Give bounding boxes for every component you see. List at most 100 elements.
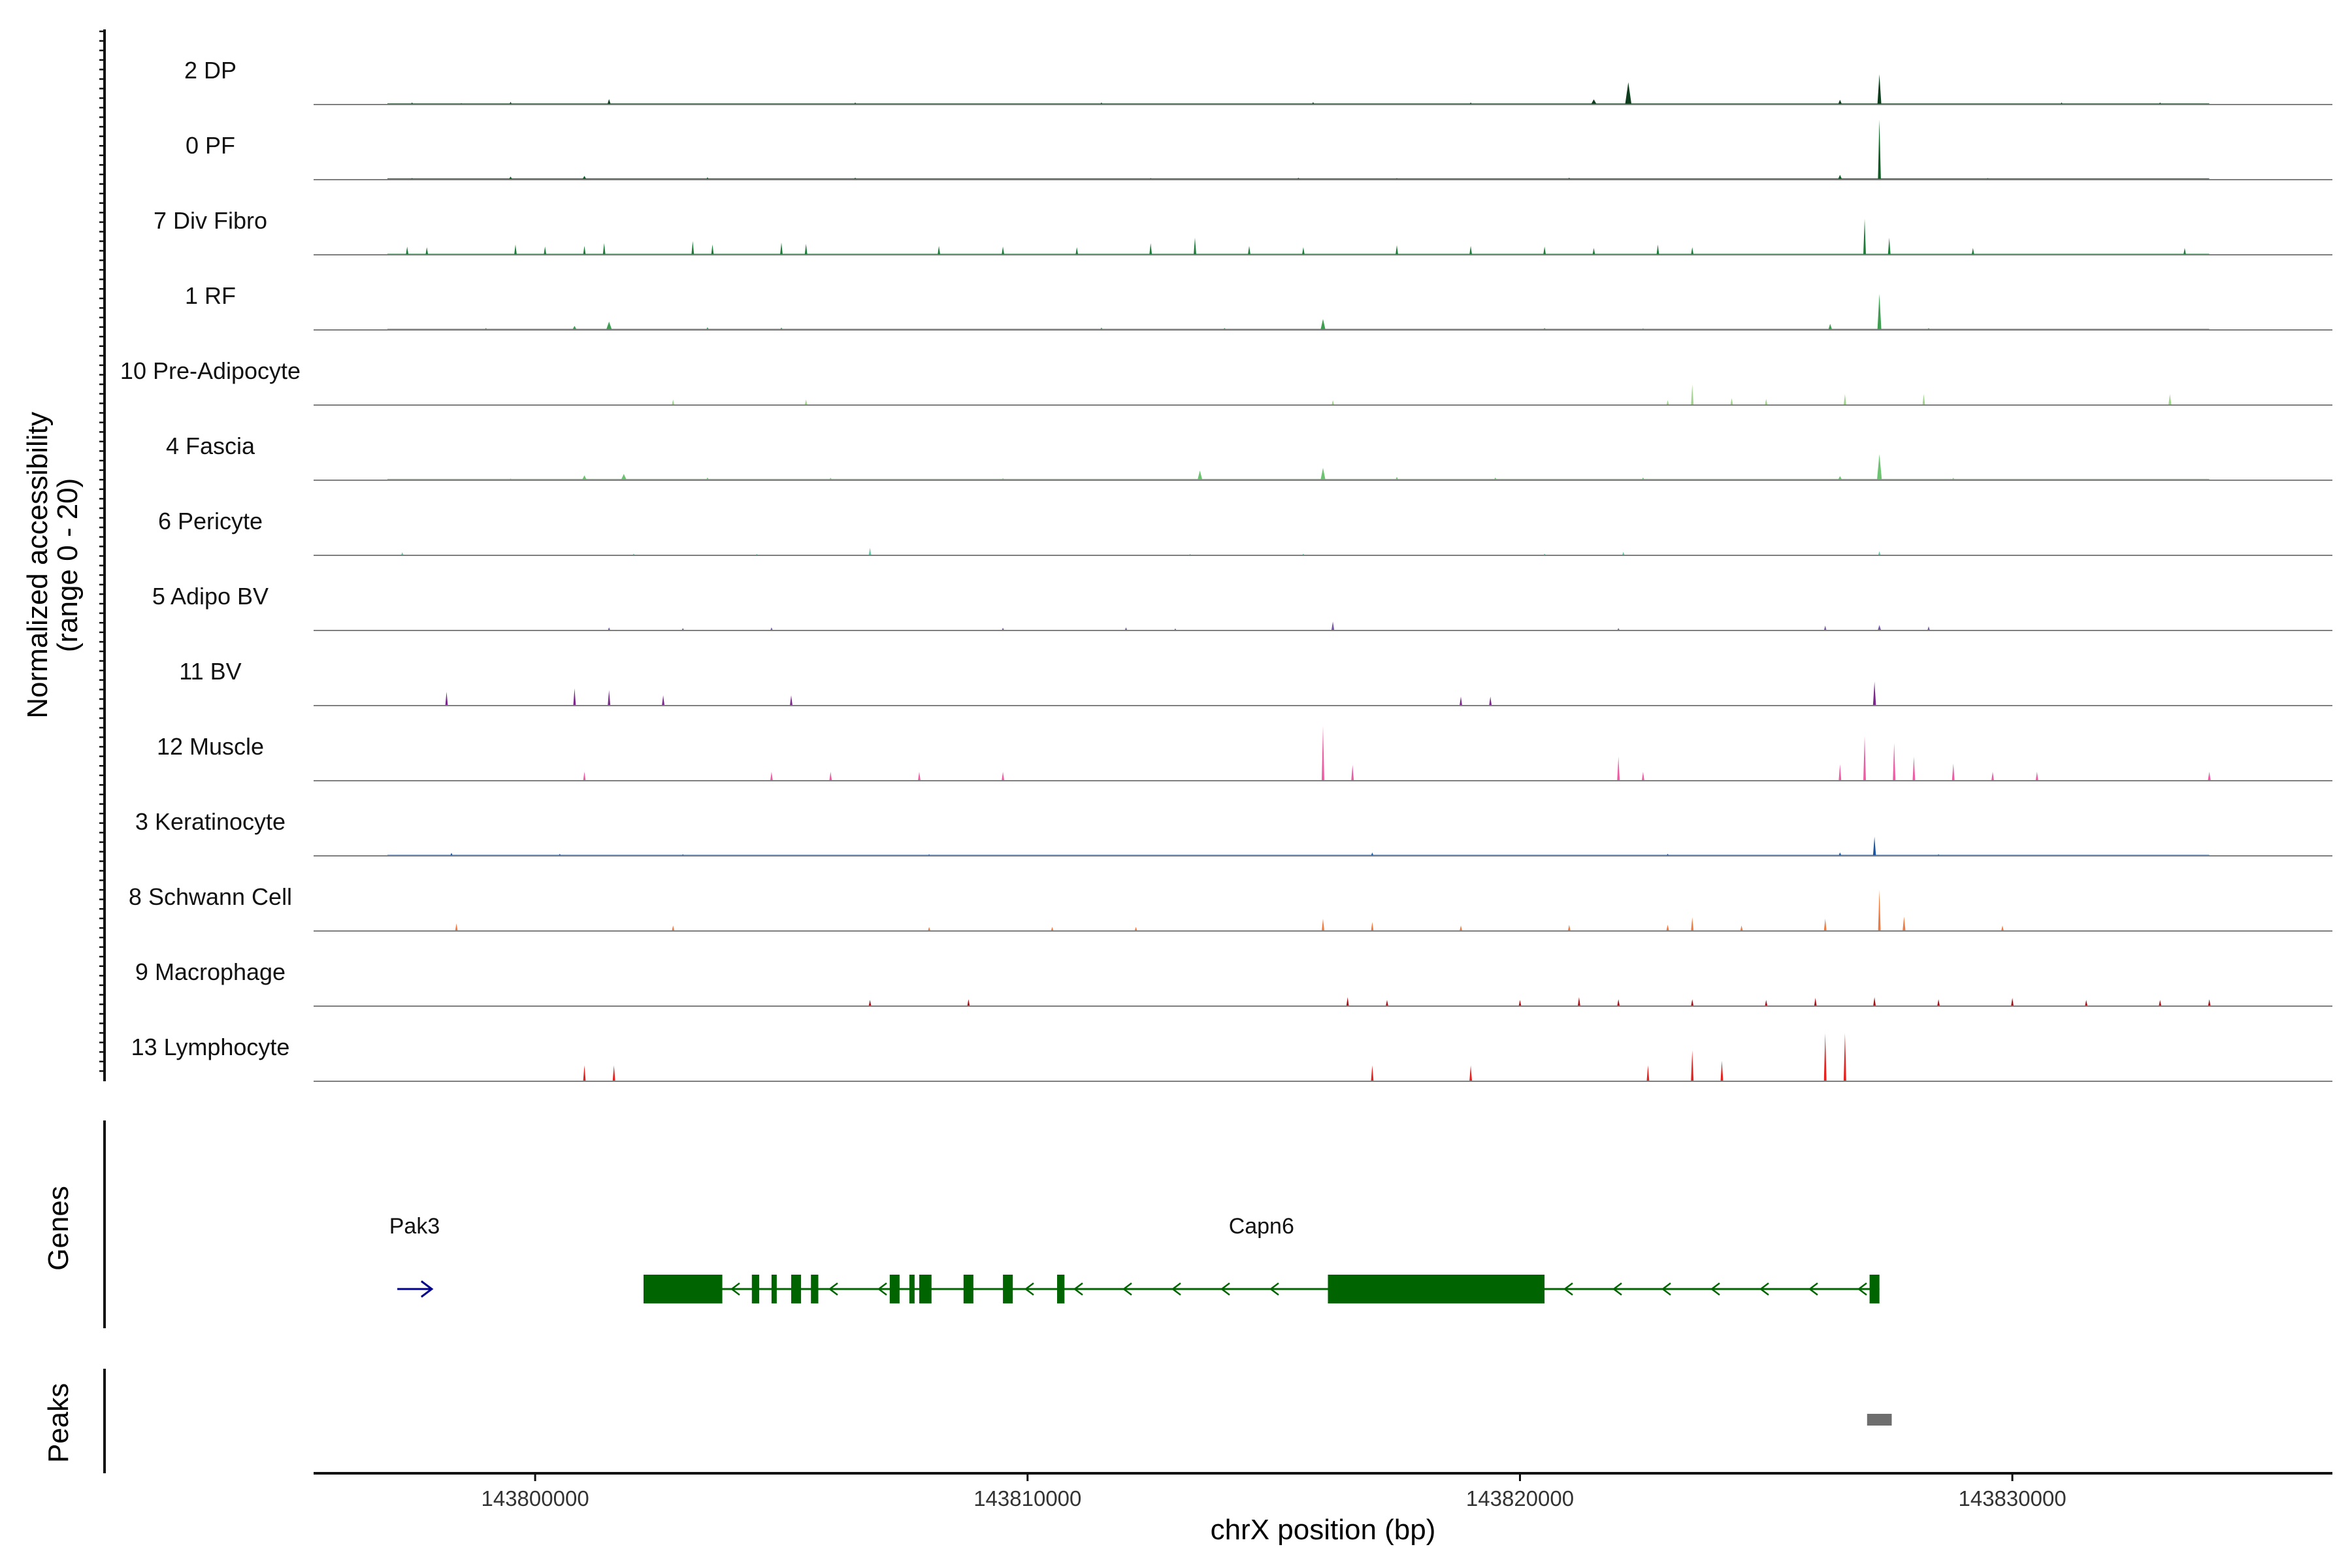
track-1: 2 DP	[184, 57, 2332, 105]
gene-strand-chevron	[1073, 1282, 1083, 1296]
coverage-peak	[406, 246, 409, 255]
coverage-peak	[1543, 246, 1546, 255]
coverage-peak	[1331, 621, 1335, 630]
track-label: 5 Adipo BV	[152, 583, 269, 610]
coverage-peak	[1838, 476, 1842, 480]
coverage-peak	[1691, 917, 1694, 931]
gene-exon	[909, 1275, 915, 1303]
track-label: 1 RF	[185, 282, 236, 309]
coverage-peak	[1691, 999, 1694, 1006]
coverage-peak	[672, 925, 675, 931]
coverage-peak	[1691, 1050, 1694, 1081]
coverage-peak	[2035, 772, 2038, 781]
coverage-peak	[1838, 764, 1842, 781]
track-label: 2 DP	[184, 57, 237, 84]
gene-strand-chevron	[1661, 1282, 1671, 1296]
coverage-peak	[2085, 1000, 2088, 1006]
coverage-peak	[1320, 468, 1326, 480]
coverage-peak	[573, 688, 576, 706]
gene-strand-chevron	[1710, 1282, 1720, 1296]
coverage-peak	[606, 321, 612, 330]
gene-exon	[791, 1275, 802, 1303]
gene-strand-chevron	[1857, 1282, 1867, 1296]
coverage-peak	[1592, 248, 1595, 255]
coverage-peak	[1893, 743, 1896, 781]
coverage-peak	[1124, 627, 1128, 630]
coverage-peak	[1878, 890, 1881, 931]
track-12: 8 Schwann Cell	[129, 883, 2332, 932]
gene-strand-arrow	[421, 1280, 434, 1298]
coverage-peak	[1494, 477, 1497, 480]
coverage-peak	[581, 475, 587, 480]
coverage-peak	[928, 926, 931, 931]
coverage-peak	[1149, 243, 1152, 255]
coverage-peak	[1617, 999, 1620, 1006]
coverage-peak	[2183, 248, 2186, 255]
coverage-tracks: 2 DP 0 PF 7 Div Fibro 1 RF 10 Pre-Adipocyte 4…	[120, 57, 2332, 1082]
gene-strand-chevron	[828, 1282, 838, 1296]
coverage-peak	[1641, 477, 1645, 480]
coverage-peak	[1371, 1065, 1374, 1081]
gene-exon	[1869, 1275, 1880, 1303]
gene-strand-chevron	[1220, 1282, 1230, 1296]
peaks-panel-label: Peaks	[42, 1383, 74, 1463]
coverage-peak	[583, 772, 586, 781]
coverage-peak	[1877, 293, 1882, 330]
coverage-peak	[1567, 924, 1571, 931]
coverage-peak	[1371, 852, 1374, 856]
coverage-peak	[582, 176, 587, 180]
coverage-peak	[1396, 245, 1398, 255]
coverage-peak	[1641, 772, 1644, 781]
coverage-peak	[804, 244, 808, 255]
coverage-peak	[572, 325, 577, 330]
coverage-peak	[1887, 237, 1891, 255]
coverage-peak	[1814, 998, 1817, 1006]
track-7: 6 Pericyte	[158, 508, 2332, 556]
coverage-peak	[2001, 925, 2004, 931]
coverage-peak	[1922, 394, 1925, 405]
coverage-peak	[2208, 999, 2211, 1006]
coverage-peak	[711, 244, 714, 255]
track-background-signal	[387, 478, 2210, 480]
coverage-peak	[1877, 74, 1882, 105]
coverage-peak	[1765, 399, 1768, 405]
coverage-peak	[672, 399, 675, 405]
peaks-track	[1867, 1414, 1892, 1426]
coverage-peak	[1248, 246, 1250, 255]
coverage-peak	[1469, 246, 1473, 255]
coverage-peak	[1002, 772, 1005, 781]
gene-strand-chevron	[730, 1282, 740, 1296]
coverage-peak	[829, 772, 832, 781]
y-axis-title-line1: Normalized accessibility	[22, 412, 54, 718]
coverage-peak	[1591, 99, 1597, 105]
gene-annotation-track: Pak3 Capn6	[389, 1214, 1880, 1303]
track-14: 13 Lymphocyte	[131, 1033, 2332, 1082]
coverage-peak	[1927, 626, 1930, 630]
coverage-peak	[1075, 247, 1079, 255]
coverage-peak	[1873, 997, 1876, 1006]
coverage-peak	[612, 1065, 615, 1081]
coverage-peak	[1322, 726, 1324, 781]
coverage-peak	[1489, 696, 1492, 706]
coverage-peak	[607, 99, 611, 105]
track-label: 4 Fascia	[166, 433, 255, 459]
coverage-peak	[583, 1065, 586, 1081]
coverage-peak	[1872, 836, 1876, 856]
gene-exon	[771, 1275, 777, 1303]
coverage-peak	[1937, 999, 1940, 1006]
track-13: 9 Macrophage	[135, 958, 2332, 1007]
track-11: 3 Keratinocyte	[135, 808, 2332, 857]
gene-strand-chevron	[1563, 1282, 1573, 1296]
coverage-peak	[1878, 625, 1882, 630]
coverage-peak	[608, 627, 611, 630]
coverage-peak	[1051, 926, 1054, 931]
coverage-peak	[1395, 476, 1399, 480]
track-label: 7 Div Fibro	[154, 207, 267, 234]
coverage-peak	[608, 690, 611, 706]
coverage-peak	[1838, 99, 1842, 105]
coverage-peak	[1872, 681, 1876, 706]
x-axis-ticks: 143800000 143810000 143820000 143830000	[482, 1473, 2066, 1511]
coverage-peak	[544, 246, 547, 255]
